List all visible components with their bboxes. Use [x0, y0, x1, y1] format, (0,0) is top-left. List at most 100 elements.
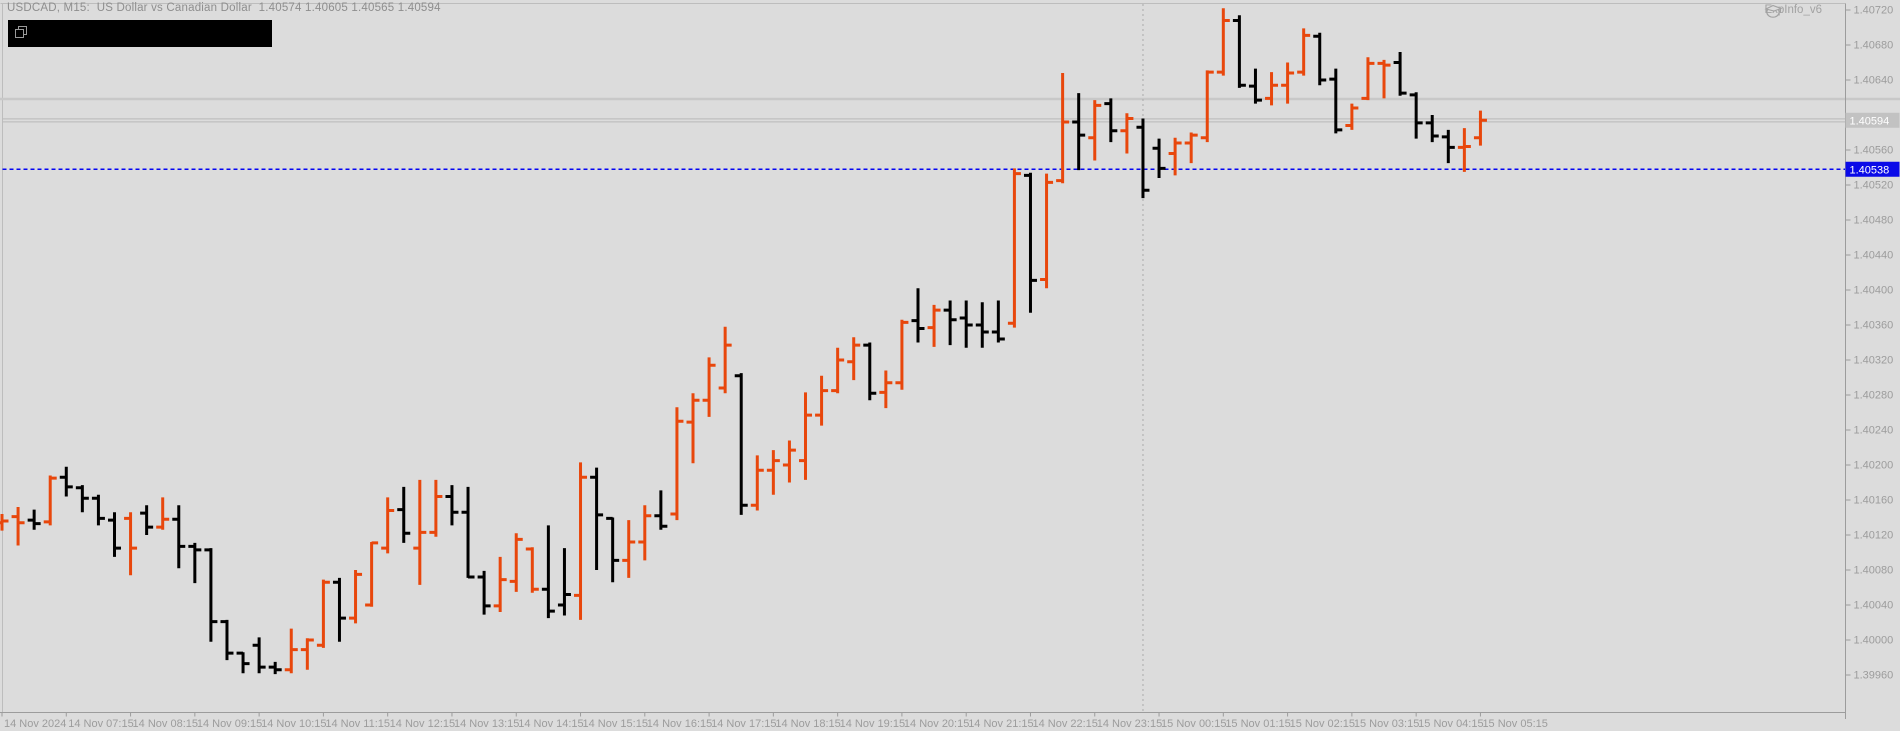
- ohlc-bar: [397, 486, 411, 543]
- ohlc-bar: [1393, 52, 1407, 96]
- ohlc-bar: [1265, 72, 1279, 106]
- ohlc-bar: [204, 548, 218, 642]
- ohlc-bar: [1425, 115, 1439, 143]
- ohlc-bar: [1184, 132, 1198, 164]
- time-tick-label: 15 Nov 03:15: [1354, 718, 1419, 730]
- time-tick-label: 15 Nov 01:15: [1225, 718, 1290, 730]
- ohlc-bar: [1361, 57, 1375, 101]
- ohlc-bar: [1329, 68, 1343, 134]
- ohlc-bar: [381, 497, 395, 554]
- ohlc-bar: [991, 300, 1005, 343]
- ohlc-bar: [91, 494, 105, 526]
- ohlc-bar: [140, 505, 154, 535]
- ohlc-bar: [332, 577, 346, 642]
- ohlc-bar: [541, 525, 555, 619]
- ohlc-bar: [1200, 70, 1214, 143]
- ohlc-bar: [413, 479, 427, 585]
- ohlc-bar: [799, 392, 812, 480]
- ohlc-bar: [220, 619, 234, 661]
- time-tick-label: 14 Nov 15:15: [583, 718, 648, 730]
- ohlc-bar: [268, 661, 282, 675]
- ohlc-bar: [606, 516, 620, 583]
- ohlc-bar: [911, 288, 925, 343]
- ohlc-bar: [654, 490, 668, 530]
- ohlc-bar: [1216, 8, 1230, 76]
- ohlc-bar: [477, 570, 491, 615]
- ohlc-bar: [1088, 100, 1102, 161]
- time-tick-label: 15 Nov 02:15: [1290, 718, 1355, 730]
- ohlc-bar: [284, 628, 298, 674]
- ohlc-bar: [782, 440, 796, 483]
- time-tick-label: 14 Nov 12:15: [390, 718, 455, 730]
- ohlc-bar: [156, 497, 170, 530]
- ohlc-bar: [750, 455, 764, 511]
- ohlc-bar: [429, 479, 443, 537]
- ohlc-bar: [622, 520, 636, 578]
- restore-window-icon[interactable]: [15, 26, 28, 39]
- ohlc-bar: [365, 541, 379, 607]
- ohlc-bar: [1232, 15, 1246, 88]
- ohlc-bar: [1377, 59, 1391, 99]
- ohlc-bar: [879, 370, 893, 409]
- ohlc-bar: [1023, 172, 1037, 313]
- ohlc-bar: [1152, 138, 1166, 178]
- ohlc-bar: [1281, 62, 1295, 104]
- ohlc-bar: [847, 337, 861, 381]
- time-tick-label: 14 Nov 11:15: [325, 718, 390, 730]
- time-tick-label: 14 Nov 22:15: [1032, 718, 1097, 730]
- ohlc-bar: [895, 319, 909, 390]
- chart-title: USDCAD, M15: US Dollar vs Canadian Dolla…: [7, 2, 441, 14]
- ohlc-bar: [1473, 110, 1487, 146]
- price-tick-label: 1.40680: [1854, 40, 1894, 52]
- price-tick-label: 1.40320: [1854, 355, 1894, 367]
- ohlc-bar: [188, 542, 202, 584]
- ohlc-bar: [75, 485, 89, 513]
- ohlc-bar: [1120, 113, 1134, 154]
- ohlc-bar: [1136, 118, 1150, 199]
- ohlc-bar: [236, 651, 250, 674]
- ohlc-bar: [1072, 93, 1086, 171]
- ohlc-bar: [557, 548, 571, 616]
- time-tick-label: 14 Nov 10:15: [261, 718, 326, 730]
- ohlc-bar: [815, 375, 829, 426]
- ohlc-bar: [1168, 137, 1182, 176]
- time-tick-label: 14 Nov 17:15: [711, 718, 776, 730]
- ohlc-bar: [493, 556, 507, 612]
- price-tick-label: 1.40560: [1854, 145, 1894, 157]
- ohlc-bar: [300, 638, 314, 670]
- ohlc-bar: [766, 450, 780, 495]
- time-tick-label: 14 Nov 18:15: [775, 718, 840, 730]
- ohlc-bar: [1345, 103, 1359, 130]
- price-axis[interactable]: 1.40720 1.40680 1.40640 1.40560 1.40520 1.404…: [1845, 5, 1894, 682]
- ohlc-bar: [574, 462, 588, 620]
- price-tick-label: 1.39960: [1854, 670, 1894, 682]
- ohlc-bar: [975, 302, 989, 348]
- bid-price-tag: 1.40594: [1845, 112, 1900, 128]
- ohlc-bar: [252, 637, 266, 674]
- price-tick-label: 1.40360: [1854, 320, 1894, 332]
- ohlc-bar: [0, 514, 9, 531]
- ohlc-bar: [107, 512, 121, 557]
- price-tick-label: 1.40240: [1854, 425, 1894, 437]
- time-tick-label: 14 Nov 07:15: [68, 718, 133, 730]
- time-tick-label: 15 Nov 04:15: [1418, 718, 1483, 730]
- price-tick-label: 1.40720: [1854, 5, 1894, 17]
- ohlc-bar: [1007, 168, 1021, 328]
- ohlc-bar: [734, 373, 748, 515]
- ohlc-bar: [927, 304, 941, 347]
- time-tick-label: 14 Nov 19:15: [840, 718, 905, 730]
- ohlc-bar: [1040, 173, 1054, 289]
- ohlc-bar: [959, 300, 973, 348]
- ohlc-bar: [461, 486, 475, 579]
- time-tick-label: 14 Nov 08:15: [133, 718, 198, 730]
- time-tick-label: 15 Nov 05:15: [1482, 718, 1547, 730]
- time-tick-label: 14 Nov 16:15: [647, 718, 712, 730]
- time-tick-label: 14 Nov 09:15: [197, 718, 262, 730]
- time-tick-label: 14 Nov 23:15: [1097, 718, 1162, 730]
- time-tick-label: 14 Nov 14:15: [518, 718, 583, 730]
- price-tick-label: 1.40480: [1854, 215, 1894, 227]
- price-tick-label: 1.40160: [1854, 495, 1894, 507]
- ohlc-bar: [943, 300, 957, 346]
